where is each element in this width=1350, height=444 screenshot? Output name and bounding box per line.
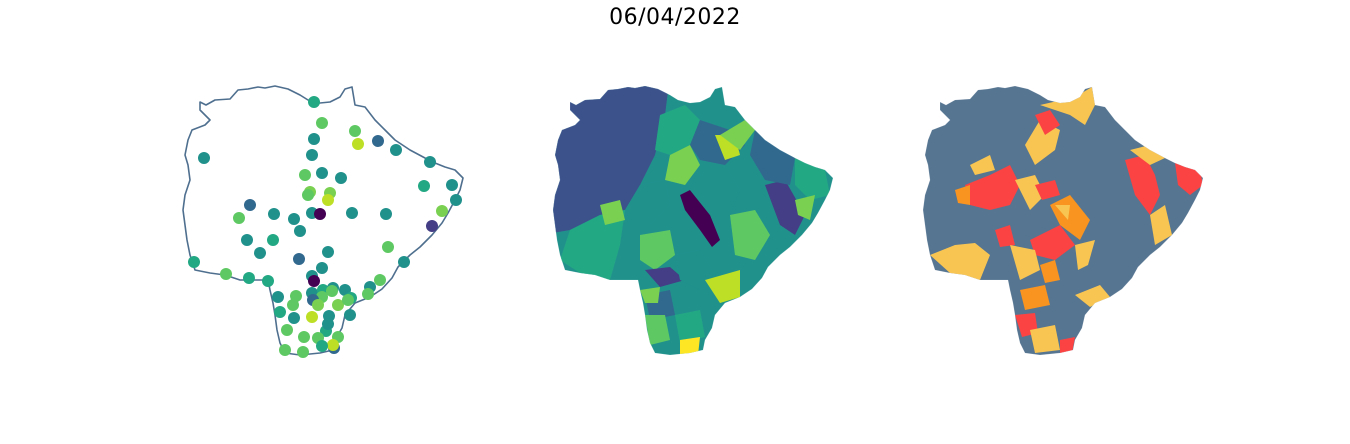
station-point (344, 309, 356, 321)
state-outline (552, 85, 834, 356)
station-point (288, 213, 300, 225)
station-point (288, 312, 300, 324)
station-point (316, 340, 328, 352)
station-point (346, 207, 358, 219)
station-point (272, 291, 284, 303)
station-point (312, 299, 324, 311)
station-point (268, 208, 280, 220)
station-point (362, 288, 374, 300)
station-point (241, 234, 253, 246)
station-point (418, 180, 430, 192)
station-point (308, 133, 320, 145)
municipality-class-map (910, 75, 1210, 375)
station-point (374, 274, 386, 286)
station-point (372, 135, 384, 147)
station-point (299, 169, 311, 181)
station-point (322, 318, 334, 330)
station-point (267, 234, 279, 246)
municipality-choropleth-map (540, 75, 840, 375)
station-point (342, 294, 354, 306)
station-point (298, 331, 310, 343)
station-point (254, 247, 266, 259)
station-map-svg (182, 85, 464, 358)
state-outline (922, 85, 1204, 356)
station-point (306, 311, 318, 323)
station-point (244, 199, 256, 211)
station-point (314, 208, 326, 220)
station-point (326, 285, 338, 297)
station-point (436, 205, 448, 217)
station-point (308, 96, 320, 108)
station-point (332, 299, 344, 311)
station-point (262, 275, 274, 287)
station-point (308, 275, 320, 287)
station-point (220, 268, 232, 280)
choropleth-regions (553, 86, 833, 355)
station-point (293, 253, 305, 265)
station-point (380, 208, 392, 220)
station-point (322, 246, 334, 258)
station-point (322, 194, 334, 206)
station-point (335, 172, 347, 184)
station-point (274, 306, 286, 318)
station-point (306, 149, 318, 161)
station-point (316, 262, 328, 274)
station-point (287, 299, 299, 311)
station-point (316, 167, 328, 179)
station-point (279, 344, 291, 356)
station-point (426, 220, 438, 232)
station-points-map (170, 75, 470, 375)
station-point (390, 144, 402, 156)
station-point (327, 339, 339, 351)
station-points (188, 96, 462, 358)
station-point (188, 256, 200, 268)
station-point (198, 152, 210, 164)
station-point (424, 156, 436, 168)
station-point (398, 256, 410, 268)
station-point (294, 225, 306, 237)
station-point (450, 194, 462, 206)
class-regions (923, 86, 1203, 355)
station-point (349, 125, 361, 137)
station-point (382, 241, 394, 253)
station-point (243, 272, 255, 284)
station-point (446, 179, 458, 191)
class-map-svg (922, 85, 1204, 356)
choropleth-svg (552, 85, 834, 356)
figure-title: 06/04/2022 (609, 5, 741, 30)
station-point (352, 138, 364, 150)
station-point (302, 189, 314, 201)
station-point (297, 346, 309, 358)
station-point (281, 324, 293, 336)
station-point (233, 212, 245, 224)
station-point (316, 117, 328, 129)
